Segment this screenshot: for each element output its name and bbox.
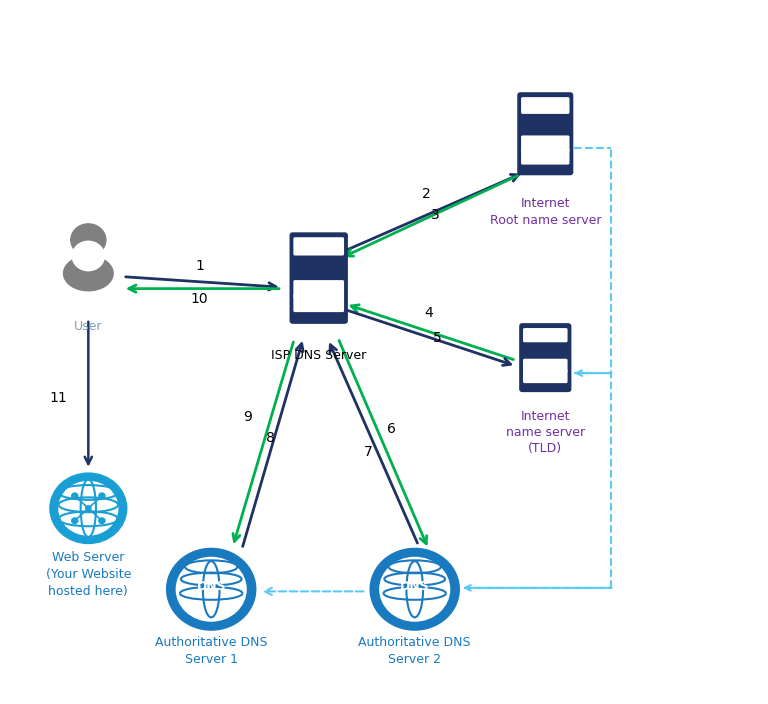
Text: DNS: DNS [197,580,226,593]
FancyBboxPatch shape [519,323,571,392]
Text: 7: 7 [364,445,373,459]
Text: 2: 2 [422,187,431,201]
Circle shape [72,241,104,270]
FancyBboxPatch shape [293,294,344,312]
Text: 11: 11 [49,391,68,405]
Text: 6: 6 [387,422,396,436]
FancyBboxPatch shape [523,328,568,342]
Circle shape [71,493,78,498]
Text: DNS: DNS [400,580,429,593]
Text: 4: 4 [424,306,433,320]
Circle shape [378,555,452,623]
Circle shape [71,518,78,524]
FancyBboxPatch shape [293,280,344,298]
FancyBboxPatch shape [521,97,569,114]
Text: User: User [74,320,103,333]
Circle shape [57,479,120,537]
FancyBboxPatch shape [523,359,568,373]
Circle shape [99,518,105,524]
Text: Internet
name server
(TLD): Internet name server (TLD) [505,410,585,455]
Circle shape [167,548,256,630]
Text: 3: 3 [431,208,440,222]
Text: Authoritative DNS
Server 1: Authoritative DNS Server 1 [155,636,267,666]
Text: Authoritative DNS
Server 2: Authoritative DNS Server 2 [359,636,471,666]
Text: 8: 8 [266,431,275,445]
Text: 9: 9 [243,410,252,424]
FancyBboxPatch shape [523,369,568,383]
Text: 1: 1 [195,259,204,273]
FancyBboxPatch shape [290,232,348,324]
Text: ISP DNS Server: ISP DNS Server [271,349,366,362]
Circle shape [71,224,106,256]
Text: Internet
Root name server: Internet Root name server [489,197,601,227]
FancyBboxPatch shape [521,135,569,152]
Ellipse shape [64,256,113,291]
FancyBboxPatch shape [518,92,573,175]
Circle shape [370,548,459,630]
Circle shape [50,473,127,543]
FancyBboxPatch shape [521,148,569,165]
FancyBboxPatch shape [293,237,344,256]
Text: 5: 5 [433,331,442,345]
Text: 10: 10 [191,292,208,306]
Text: Web Server
(Your Website
hosted here): Web Server (Your Website hosted here) [45,551,131,598]
Circle shape [99,493,105,498]
Circle shape [174,555,248,623]
Circle shape [86,505,91,511]
